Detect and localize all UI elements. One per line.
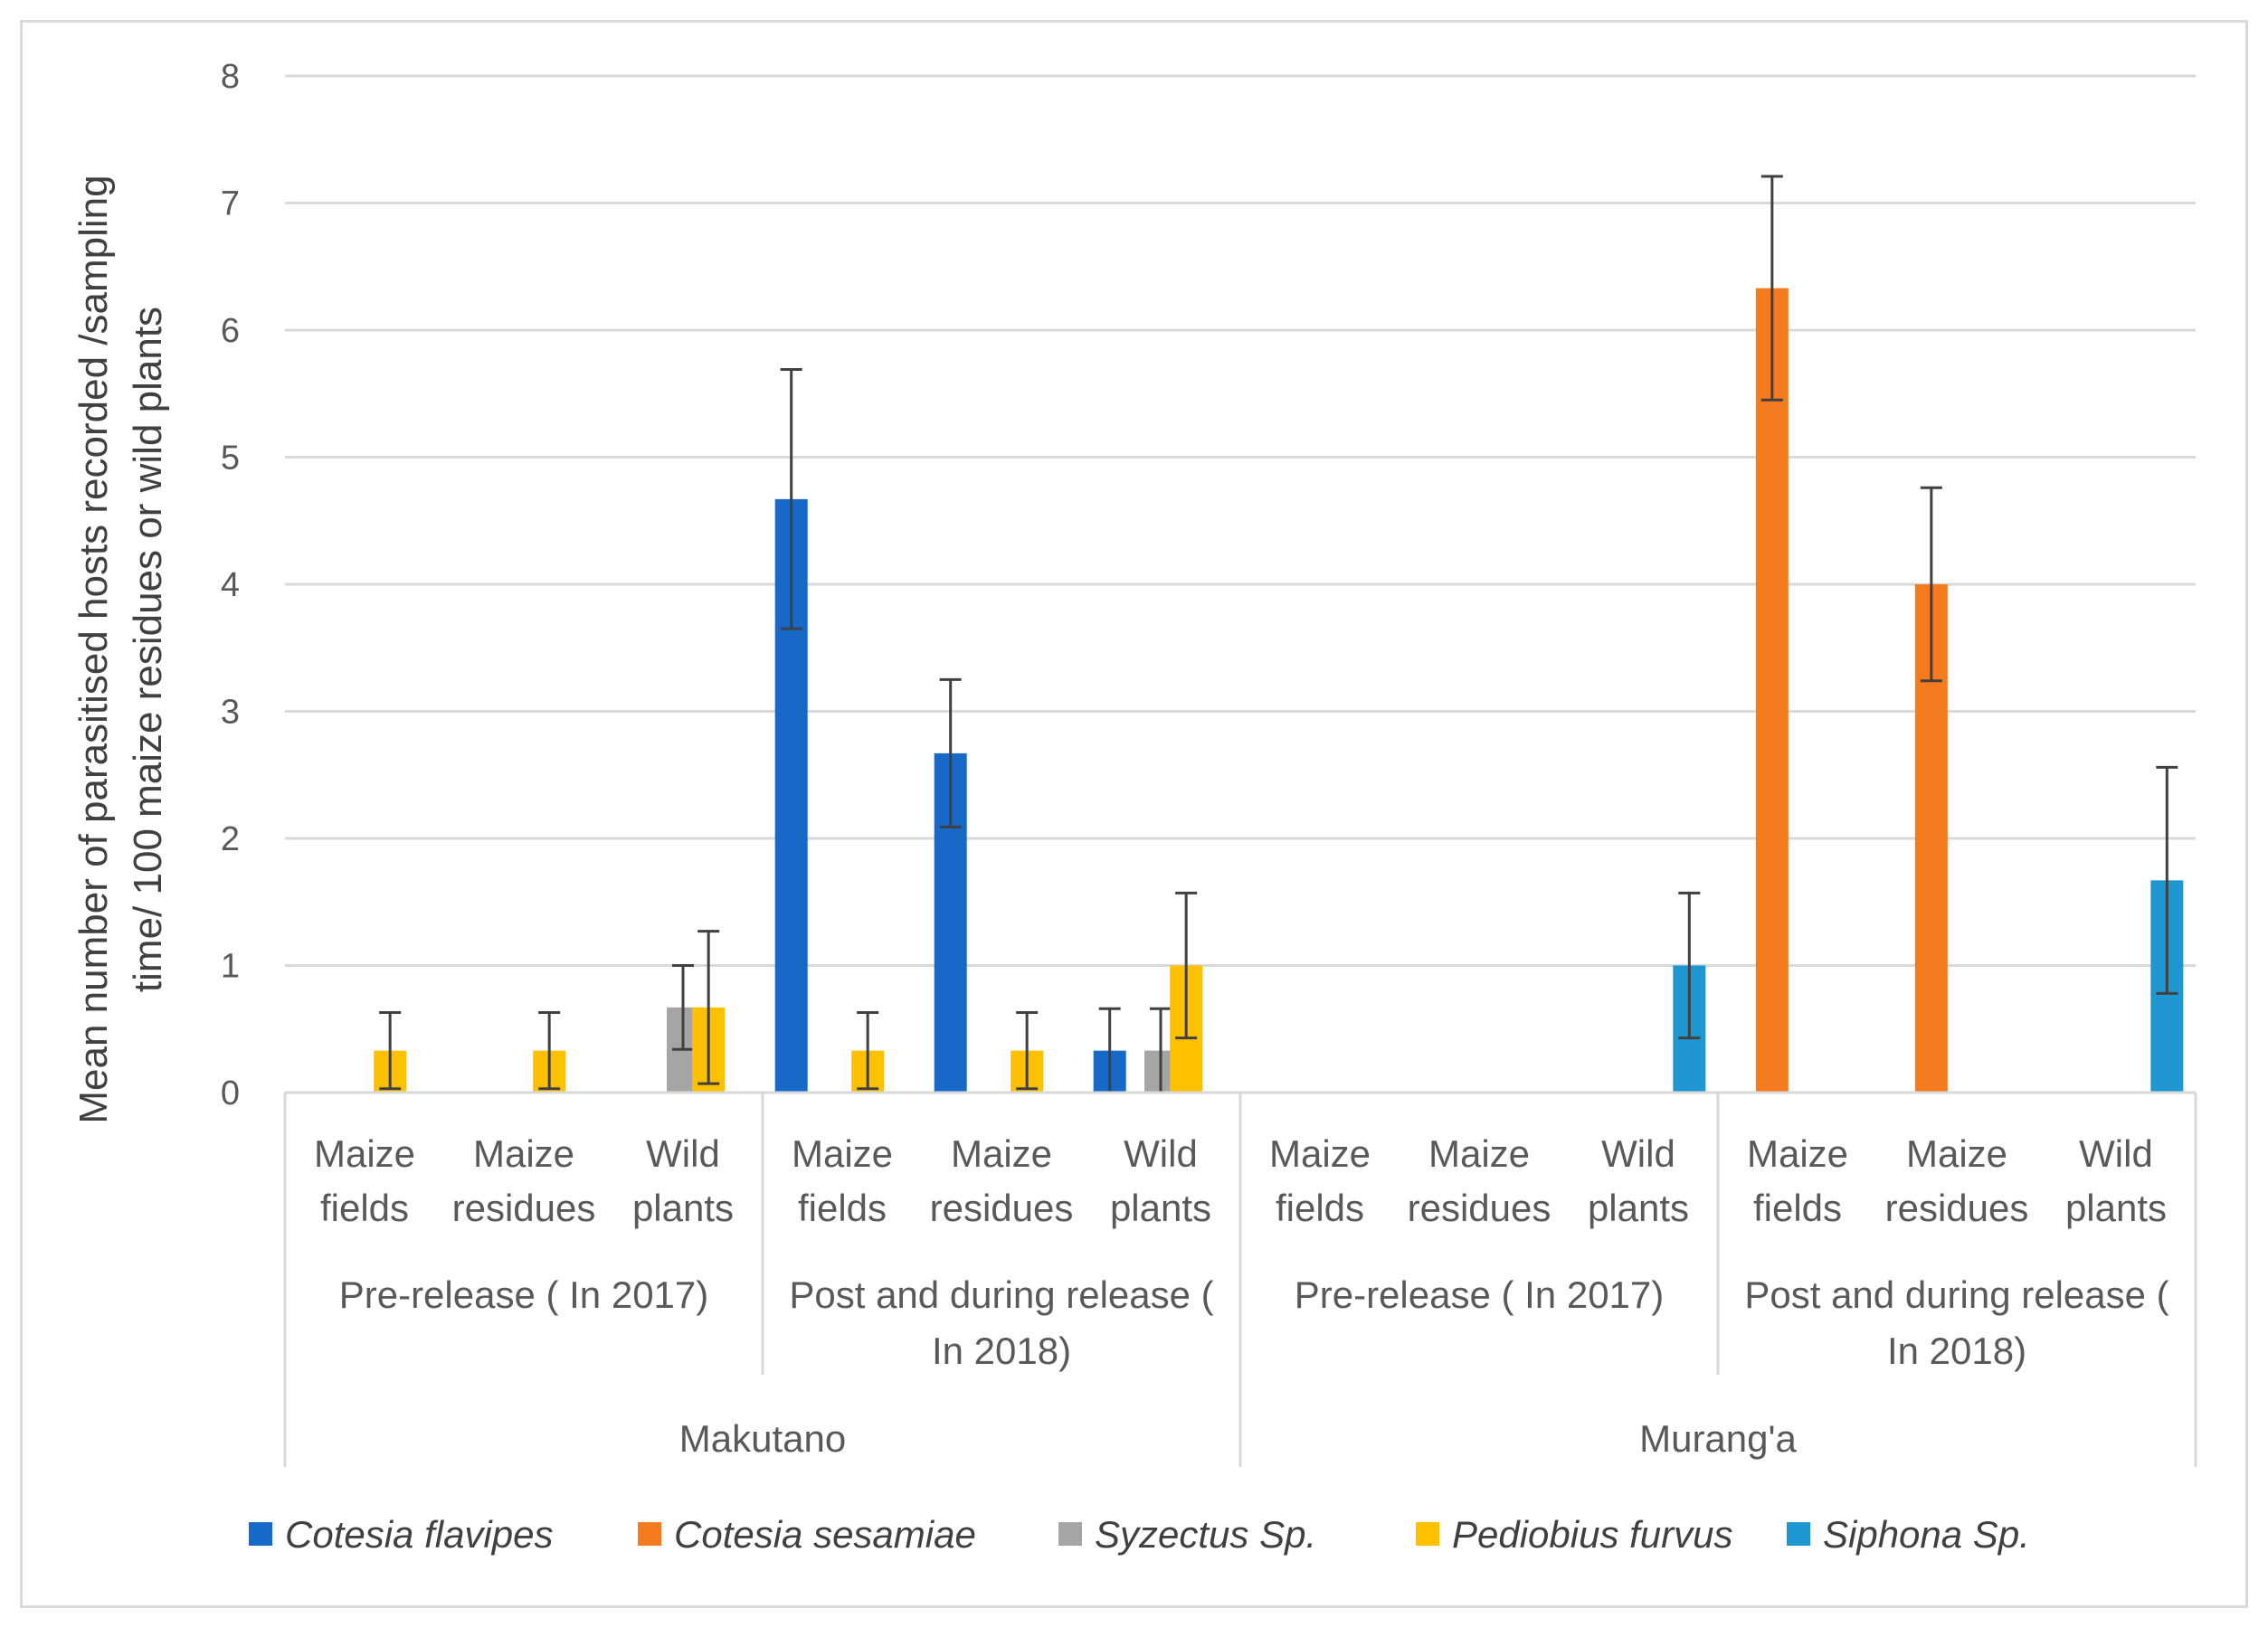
category-label-8-0: Wild — [1601, 1132, 1675, 1175]
period-label-3-1: In 2018) — [1887, 1330, 2026, 1372]
legend-label-2: Syzectus Sp. — [1095, 1513, 1316, 1556]
category-label-9-1: fields — [1753, 1187, 1842, 1229]
bar-cotesia-sesamiae-9 — [1755, 288, 1789, 1093]
y-tick-label-2: 2 — [221, 820, 240, 858]
legend-swatch-2 — [1058, 1522, 1082, 1546]
category-label-3-1: fields — [798, 1187, 887, 1229]
y-axis-label: Mean number of parasitised hosts recorde… — [71, 175, 170, 1123]
y-tick-label-3: 3 — [221, 694, 240, 732]
y-axis-label-line: Mean number of parasitised hosts recorde… — [71, 175, 116, 1123]
y-tick-label-4: 4 — [221, 566, 240, 604]
category-label-8-1: plants — [1588, 1187, 1689, 1229]
category-label-7-1: residues — [1408, 1187, 1552, 1229]
legend-swatch-4 — [1787, 1522, 1810, 1546]
category-label-10-0: Maize — [1906, 1132, 2007, 1175]
y-tick-label-8: 8 — [221, 58, 240, 96]
period-label-0-0: Pre-release ( In 2017) — [339, 1273, 709, 1316]
legend-label-1: Cotesia sesamiae — [674, 1513, 976, 1556]
legend-swatch-0 — [249, 1522, 272, 1546]
legend-label-3: Pediobius furvus — [1452, 1513, 1733, 1556]
period-label-2-0: Pre-release ( In 2017) — [1295, 1273, 1665, 1316]
category-label-6-1: fields — [1276, 1187, 1364, 1229]
chart-frame — [20, 20, 2248, 1608]
y-tick-label-7: 7 — [221, 185, 240, 223]
category-label-0-1: fields — [320, 1187, 409, 1229]
y-tick-label-1: 1 — [221, 948, 240, 986]
site-label-0: Makutano — [679, 1417, 846, 1460]
category-label-4-0: Maize — [951, 1132, 1052, 1175]
category-label-11-1: plants — [2065, 1187, 2167, 1229]
period-label-1-0: Post and during release ( — [789, 1273, 1213, 1316]
period-label-3-0: Post and during release ( — [1744, 1273, 2168, 1316]
category-label-3-0: Maize — [792, 1132, 893, 1175]
y-tick-label-6: 6 — [221, 312, 240, 350]
category-label-5-1: plants — [1110, 1187, 1211, 1229]
category-label-10-1: residues — [1885, 1187, 2029, 1229]
y-tick-label-5: 5 — [221, 440, 240, 478]
legend-label-4: Siphona Sp. — [1823, 1513, 2030, 1556]
legend-label-0: Cotesia flavipes — [285, 1513, 553, 1556]
y-tick-label-0: 0 — [221, 1074, 240, 1112]
category-label-9-0: Maize — [1747, 1132, 1848, 1175]
category-label-7-0: Maize — [1428, 1132, 1530, 1175]
category-label-6-0: Maize — [1269, 1132, 1371, 1175]
category-label-1-1: residues — [452, 1187, 596, 1229]
category-label-2-0: Wild — [646, 1132, 720, 1175]
category-label-11-0: Wild — [2079, 1132, 2153, 1175]
period-label-1-1: In 2018) — [932, 1330, 1071, 1372]
category-label-2-1: plants — [632, 1187, 734, 1229]
legend-swatch-3 — [1416, 1522, 1439, 1546]
category-label-0-0: Maize — [314, 1132, 415, 1175]
y-axis-label-line: time/ 100 maize residues or wild plants — [126, 307, 170, 992]
legend-swatch-1 — [638, 1522, 661, 1546]
category-label-5-0: Wild — [1124, 1132, 1198, 1175]
category-label-1-0: Maize — [473, 1132, 574, 1175]
site-label-1: Murang'a — [1639, 1417, 1797, 1460]
category-label-4-1: residues — [930, 1187, 1074, 1229]
